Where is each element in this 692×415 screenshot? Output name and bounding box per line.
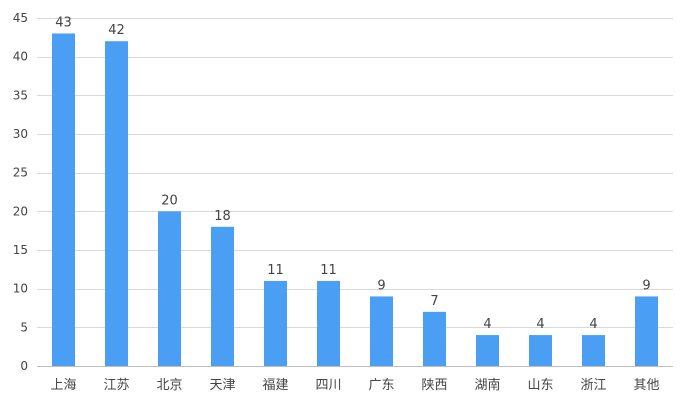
y-tick-label: 30 bbox=[13, 127, 28, 141]
y-tick-label: 20 bbox=[13, 204, 28, 218]
y-tick-label: 35 bbox=[13, 88, 28, 102]
bar bbox=[317, 280, 340, 366]
x-category-label: 湖南 bbox=[474, 377, 500, 393]
y-tick-label: 10 bbox=[13, 282, 28, 296]
bar bbox=[52, 33, 75, 366]
y-tick-label: 15 bbox=[13, 243, 28, 257]
x-category-label: 浙江 bbox=[580, 378, 606, 393]
data-label: 4 bbox=[589, 317, 597, 332]
data-label: 20 bbox=[161, 193, 178, 208]
x-category-label: 山东 bbox=[527, 378, 553, 393]
bar bbox=[635, 296, 658, 366]
data-label: 42 bbox=[108, 23, 125, 38]
bar bbox=[423, 311, 446, 366]
y-tick-label: 5 bbox=[20, 320, 28, 334]
bar bbox=[158, 211, 181, 366]
y-tick-label: 25 bbox=[13, 166, 28, 180]
y-tick-label: 40 bbox=[13, 50, 28, 64]
labels-layer: 0 5 10 15 20 25 30 35 40 45 43 上海 42 江苏 20 北京 18 天津 11 福建 11… bbox=[13, 11, 660, 393]
x-category-label: 上海 bbox=[50, 378, 76, 393]
x-category-label: 四川 bbox=[315, 378, 341, 393]
x-category-label: 天津 bbox=[209, 378, 235, 393]
x-category-label: 其他 bbox=[633, 378, 659, 393]
bar bbox=[582, 335, 605, 366]
data-label: 4 bbox=[536, 317, 544, 332]
bar bbox=[105, 41, 128, 366]
bar bbox=[211, 226, 234, 366]
data-label: 18 bbox=[214, 209, 231, 224]
data-label: 11 bbox=[267, 263, 284, 278]
data-label: 7 bbox=[430, 294, 438, 309]
data-label: 9 bbox=[377, 278, 385, 293]
x-category-label: 北京 bbox=[156, 378, 182, 393]
x-category-label: 江苏 bbox=[103, 377, 129, 393]
bar bbox=[264, 280, 287, 366]
bar bbox=[476, 335, 499, 366]
x-category-label: 陕西 bbox=[421, 378, 447, 393]
bar bbox=[370, 296, 393, 366]
bars-layer bbox=[52, 33, 658, 366]
grid-layer bbox=[37, 18, 673, 367]
data-label: 11 bbox=[320, 263, 337, 278]
x-category-label: 广东 bbox=[368, 378, 394, 393]
y-tick-label: 0 bbox=[20, 359, 28, 373]
y-tick-label: 45 bbox=[13, 11, 28, 25]
data-label: 9 bbox=[642, 278, 650, 293]
data-label: 43 bbox=[55, 15, 72, 30]
x-category-label: 福建 bbox=[262, 378, 288, 393]
bar bbox=[529, 335, 552, 366]
data-label: 4 bbox=[483, 317, 491, 332]
